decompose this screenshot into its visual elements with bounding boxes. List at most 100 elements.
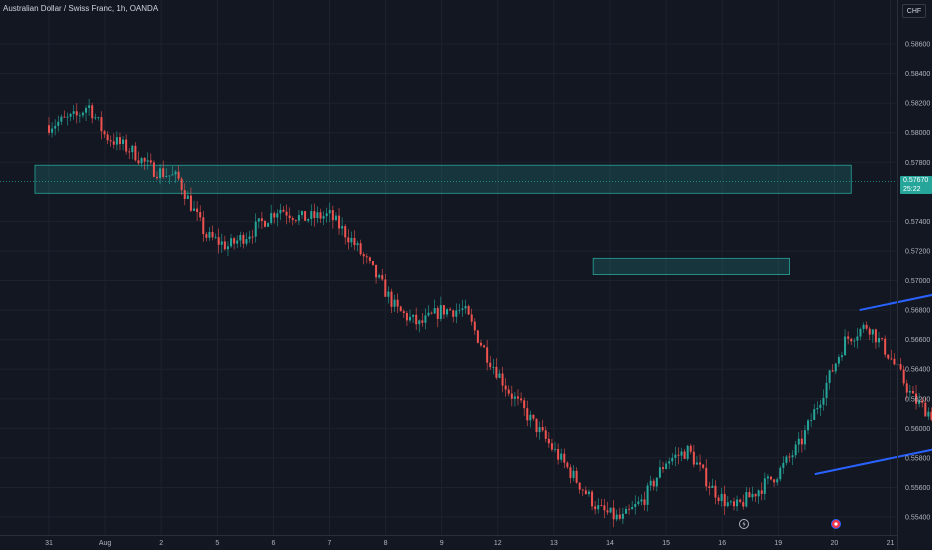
candle-down <box>899 364 902 370</box>
candle-up <box>587 491 590 495</box>
candle-down <box>103 131 106 135</box>
candle-down <box>850 338 853 342</box>
candle-up <box>85 108 88 113</box>
candle-up <box>78 115 81 117</box>
earnings-icon[interactable] <box>831 519 841 529</box>
candle-up <box>310 211 313 219</box>
candle-down <box>162 168 165 177</box>
candle-down <box>692 451 695 465</box>
candle-up <box>720 493 723 502</box>
candle-up <box>226 246 229 250</box>
y-tick-label: 0.56800 <box>905 308 930 315</box>
candle-down <box>189 195 192 211</box>
candle-down <box>365 256 368 258</box>
x-tick-label: 31 <box>45 540 53 547</box>
candle-up <box>825 382 828 398</box>
candle-down <box>902 369 905 384</box>
candle-up <box>828 370 831 383</box>
candle-up <box>140 158 143 164</box>
candle-down <box>890 358 893 360</box>
candle-up <box>51 128 54 133</box>
candle-up <box>115 137 118 145</box>
x-tick-label: 8 <box>384 540 388 547</box>
candle-down <box>473 321 476 331</box>
candle-down <box>331 210 334 221</box>
candle-down <box>449 309 452 311</box>
candle-down <box>915 393 918 404</box>
candle-down <box>575 470 578 483</box>
lightning-icon[interactable] <box>739 519 749 529</box>
y-tick-label: 0.57800 <box>905 160 930 167</box>
y-tick-label: 0.55400 <box>905 515 930 522</box>
candle-down <box>547 438 550 444</box>
y-tick-label: 0.55800 <box>905 455 930 462</box>
resistance-zone <box>34 164 852 194</box>
candle-down <box>353 237 356 246</box>
candle-down <box>847 336 850 339</box>
candle-down <box>405 313 408 321</box>
candle-up <box>239 234 242 241</box>
candle-up <box>307 218 310 221</box>
candle-down <box>800 438 803 445</box>
candle-down <box>893 358 896 365</box>
candle-up <box>803 430 806 445</box>
candle-up <box>424 315 427 323</box>
x-tick-label: 5 <box>215 540 219 547</box>
candle-down <box>924 402 927 417</box>
candle-down <box>523 400 526 409</box>
candle-down <box>594 506 597 510</box>
candle-up <box>615 514 618 520</box>
candle-down <box>152 162 155 177</box>
candle-down <box>199 212 202 218</box>
candle-up <box>458 309 461 311</box>
candle-up <box>81 112 84 116</box>
candle-up <box>446 309 449 315</box>
candle-up <box>862 324 865 329</box>
candle-down <box>921 400 924 403</box>
candle-up <box>794 444 797 456</box>
candle-down <box>304 211 307 221</box>
currency-button[interactable]: CHF <box>902 4 926 18</box>
candle-down <box>402 311 405 314</box>
candle-down <box>905 383 908 393</box>
candle-up <box>168 175 171 177</box>
candle-up <box>637 501 640 504</box>
candle-down <box>501 373 504 386</box>
candle-down <box>467 306 470 315</box>
candle-up <box>640 499 643 502</box>
grid-lines <box>0 0 897 535</box>
candle-up <box>492 366 495 368</box>
y-tick-label: 0.57000 <box>905 278 930 285</box>
candle-up <box>763 478 766 494</box>
candle-up <box>819 404 822 408</box>
candle-down <box>566 462 569 468</box>
candle-up <box>779 467 782 480</box>
candle-up <box>301 211 304 216</box>
candle-down <box>205 234 208 238</box>
candle-down <box>285 211 288 216</box>
candle-down <box>183 190 186 199</box>
candle-up <box>66 116 69 118</box>
candle-up <box>908 390 911 393</box>
candle-down <box>452 310 455 317</box>
candle-up <box>927 411 930 417</box>
candle-down <box>773 479 776 483</box>
candle-down <box>319 212 322 219</box>
candle-down <box>628 508 631 510</box>
bar-countdown: 25:22 <box>903 186 921 193</box>
candle-down <box>732 501 735 507</box>
candle-up <box>631 507 634 510</box>
candle-down <box>470 314 473 322</box>
candle-down <box>251 236 254 238</box>
candle-up <box>328 210 331 214</box>
x-tick-label: 9 <box>440 540 444 547</box>
candle-up <box>597 505 600 510</box>
candle-up <box>840 355 843 358</box>
candle-up <box>813 409 816 421</box>
candle-up <box>538 427 541 433</box>
candle-up <box>751 493 754 498</box>
candle-down <box>606 510 609 513</box>
candle-up <box>393 299 396 307</box>
